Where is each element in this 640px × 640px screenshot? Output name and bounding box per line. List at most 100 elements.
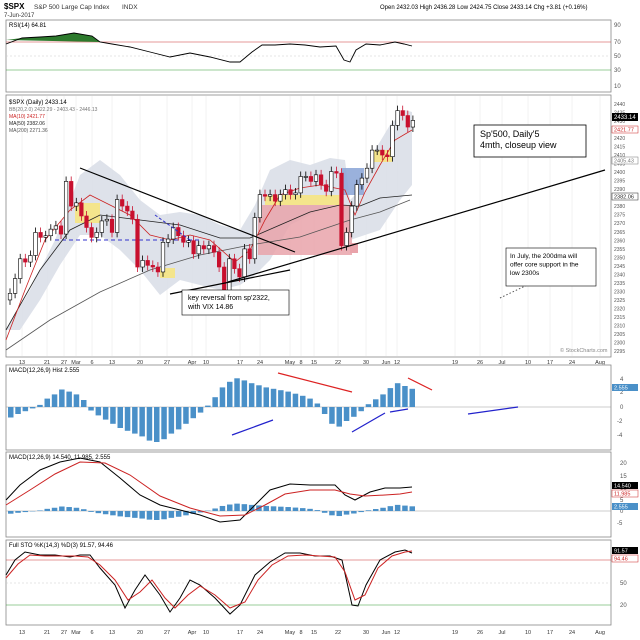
hist-bar (343, 407, 350, 421)
candle-body (33, 232, 38, 256)
price-tick: 2420 (614, 136, 625, 142)
price-tick: 2375 (614, 213, 625, 219)
macd-bar (37, 510, 43, 511)
hist-bar (95, 407, 102, 416)
candle-body (257, 194, 263, 218)
x-tick-label: 8 (299, 360, 302, 366)
macd-line (5, 457, 413, 523)
price-tag-ma50: 2382.06 (614, 195, 634, 201)
bollinger-band (6, 110, 412, 330)
x-tick-label-bottom: 10 (525, 630, 531, 636)
macd-bar (358, 511, 364, 513)
hist-tick: 2 (620, 390, 624, 396)
hist-bar (117, 407, 123, 428)
macd-bar (241, 504, 248, 511)
x-tick-label: 24 (569, 360, 575, 366)
hist-bar (256, 385, 262, 407)
price-tick: 2310 (614, 323, 625, 329)
hist-bar (234, 378, 240, 407)
candle-body (293, 192, 298, 195)
price-tick: 2440 (614, 102, 625, 108)
annotation-title: Sp'500, Daily'5 4mth, closeup view (480, 129, 557, 150)
macd-hist-panel: MACD(12,26,9) Hist 2.555 4 2 0 -2 -4 2.5… (5, 364, 638, 451)
rsi-tick: 50 (614, 54, 621, 60)
candle-body (79, 202, 84, 217)
price-tick: 2430 (614, 119, 625, 125)
price-tag-ma10: 2421.77 (614, 128, 634, 134)
candle-body (232, 258, 237, 269)
candle-body (64, 181, 69, 235)
candle-body (222, 266, 227, 293)
macd-label: MACD(12,26,9) 14.540, 11.985, 2.555 (9, 455, 111, 461)
macd-bar (292, 507, 299, 511)
hist-divergence-red-2 (407, 377, 433, 391)
macd-bar (66, 507, 72, 511)
legend-ma10: MA(10) 2421.77 (9, 114, 45, 120)
legend-ma50: MA(50) 2382.06 (9, 121, 45, 127)
x-tick-label-bottom: 19 (452, 630, 458, 636)
x-tick-label-bottom: Apr (188, 630, 197, 636)
macd-bar (81, 509, 87, 511)
macd-bar (402, 505, 408, 511)
candle-body (58, 225, 64, 235)
hist-tick: 4 (620, 377, 624, 383)
macd-bar (227, 504, 233, 511)
macd-histogram-bars (8, 378, 415, 442)
hist-bar (380, 394, 386, 407)
candle-body (273, 194, 278, 202)
x-tick-label: Aug (595, 360, 605, 366)
candle-body (339, 172, 344, 246)
price-tick: 2410 (614, 153, 625, 159)
hist-bar (278, 390, 284, 407)
x-tick-label-bottom: 8 (299, 630, 302, 636)
candle-body (135, 218, 140, 268)
candle-body (38, 232, 43, 238)
x-tick-label: May (285, 360, 296, 366)
rsi-line (5, 32, 413, 63)
rect-yellow-2 (160, 268, 175, 278)
macd-small-histogram (8, 503, 415, 520)
macd-bar (307, 508, 313, 511)
macd-tick: 5 (620, 498, 624, 504)
sto-tag: 94.46 (614, 557, 628, 563)
x-tick-label: 21 (44, 360, 50, 366)
candle-body (7, 293, 13, 301)
rect-yellow-3 (265, 195, 340, 205)
candle-body (48, 228, 53, 237)
candle-body (23, 258, 28, 263)
candle-body (262, 194, 268, 197)
price-tick: 2355 (614, 247, 625, 253)
x-tick-label: 13 (109, 360, 115, 366)
stochastic-panel: Full STO %K(14,3) %D(3) 91.57, 94.46 80 … (5, 539, 639, 626)
macd-bar (8, 511, 14, 514)
x-tick-label-bottom: Mar (71, 630, 81, 636)
x-tick-label: Jun (382, 360, 391, 366)
price-tag-close: 2433.14 (614, 115, 636, 121)
macd-bar (22, 511, 29, 513)
candle-body (99, 220, 104, 233)
macd-tag: 2.555 (614, 505, 628, 511)
candle-body (390, 125, 395, 157)
candle-body (380, 149, 385, 156)
x-tick-label: 20 (137, 360, 143, 366)
candle-body (303, 176, 308, 178)
candle-body (283, 189, 288, 195)
hist-bar (88, 407, 94, 411)
price-tick: 2380 (614, 204, 625, 210)
candle-body (308, 176, 314, 182)
candle-body (89, 227, 94, 238)
x-tick-label-bottom: 15 (311, 630, 317, 636)
x-tick-label: 15 (311, 360, 317, 366)
candle-body (242, 248, 247, 278)
macd-bar (190, 511, 196, 514)
chart-header: $SPX S&P 500 Large Cap Index INDX 7-Jun-… (4, 2, 588, 19)
price-tick: 2405 (614, 162, 625, 168)
symbol: $SPX (4, 2, 25, 11)
hist-bar (351, 407, 357, 417)
hist-bar (81, 400, 87, 407)
price-tags: 2433.14 2421.77 2405.43 2382.06 (611, 113, 639, 201)
x-axis: 13 13 21 21 27 27 Mar Mar 6 6 13 13 20 20 27 27 Apr Apr 10… (19, 360, 605, 636)
hist-bar (154, 407, 160, 442)
support-line-long (227, 169, 606, 283)
rect-pink-small (350, 243, 358, 253)
